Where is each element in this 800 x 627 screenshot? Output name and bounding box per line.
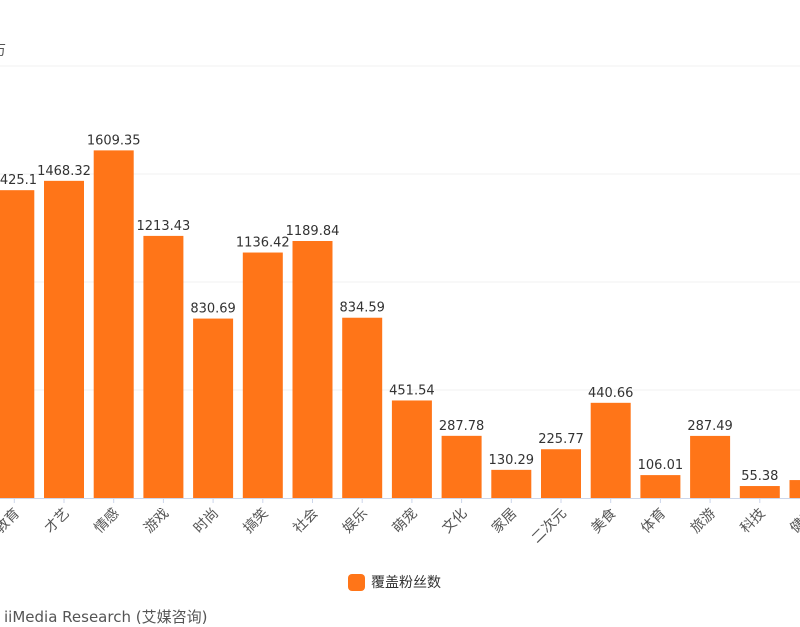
y-axis-unit: 万 — [0, 40, 6, 60]
bar — [790, 480, 800, 498]
bar — [293, 241, 333, 498]
x-tick-label: 美食 — [588, 505, 620, 537]
x-tick-label: 娱乐 — [340, 506, 371, 537]
data-label: 287.78 — [439, 419, 485, 434]
bar — [193, 319, 233, 498]
bar — [491, 470, 531, 498]
x-tick-label: 二次元 — [529, 506, 570, 547]
data-label: 834.59 — [339, 301, 385, 316]
bar — [44, 181, 84, 498]
bar — [740, 486, 780, 498]
x-tick-label: 才艺 — [42, 506, 73, 537]
data-label: 1189.84 — [286, 224, 340, 239]
bar — [640, 475, 680, 498]
data-label: 1609.35 — [87, 133, 141, 148]
legend-label: 覆盖粉丝数 — [371, 572, 441, 592]
x-tick-label: 社会 — [290, 506, 321, 537]
legend-swatch — [348, 574, 365, 591]
data-label: 130.29 — [489, 453, 535, 468]
x-tick-label: 游戏 — [141, 506, 172, 537]
bar — [591, 403, 631, 498]
data-label: 287.49 — [687, 419, 733, 434]
bar — [143, 236, 183, 498]
bar — [0, 190, 34, 498]
bar — [442, 436, 482, 498]
x-tick-label: 旅游 — [688, 506, 719, 537]
bar — [690, 436, 730, 498]
data-label: 451.54 — [389, 383, 435, 398]
data-label: 1213.43 — [137, 219, 191, 234]
x-tick-label: 体育 — [638, 506, 669, 537]
x-tick-label: 情感 — [91, 505, 123, 537]
data-label: 1468.32 — [37, 164, 91, 179]
bar — [342, 318, 382, 498]
bar — [243, 253, 283, 498]
x-tick-label: 家居 — [488, 505, 520, 537]
data-label: 106.01 — [638, 458, 684, 473]
data-label: 830.69 — [190, 302, 236, 317]
x-tick-label: 健康 — [787, 505, 800, 537]
legend[interactable]: 覆盖粉丝数 — [348, 572, 441, 592]
x-tick-label: 搞笑 — [241, 506, 272, 537]
data-label: 225.77 — [538, 432, 584, 447]
x-tick-label: 科技 — [738, 506, 769, 537]
data-label: 1425.1 — [0, 173, 37, 188]
x-tick-label: 时尚 — [191, 506, 222, 537]
x-tick-label: 文化 — [439, 506, 470, 537]
data-label: 440.66 — [588, 386, 634, 401]
bar — [392, 400, 432, 498]
source-note: iiMedia Research (艾媒咨询) — [4, 606, 207, 627]
data-label: 1136.42 — [236, 236, 290, 251]
x-tick-label: 教育 — [0, 506, 23, 537]
bar — [541, 449, 581, 498]
data-label: 55.38 — [741, 469, 778, 484]
x-tick-label: 萌宠 — [390, 506, 421, 537]
bar — [94, 150, 134, 498]
